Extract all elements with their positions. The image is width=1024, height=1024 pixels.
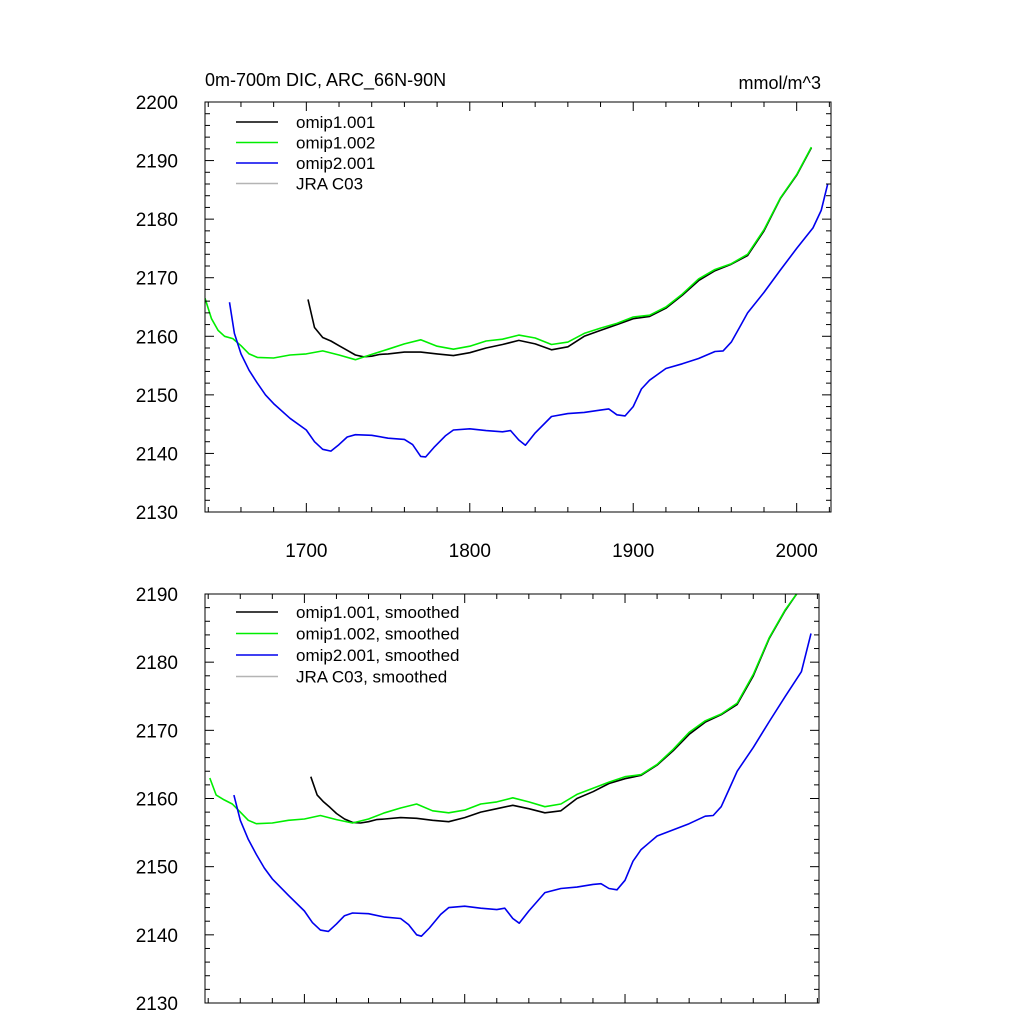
y-tick-label: 2150 <box>136 386 178 407</box>
y-tick-label: 2140 <box>136 926 178 947</box>
x-tick-label: 1900 <box>612 541 654 562</box>
legend-label: omip1.002 <box>296 134 375 153</box>
series-line-omip1-002 <box>205 146 813 361</box>
top-panel: 2130 2140 2150 2160 2170 2180 2190 2200 1700 1800… <box>136 70 832 562</box>
series-line-omip1-001 <box>307 147 813 358</box>
y-tick-label: 2160 <box>136 327 178 348</box>
series-line-omip2-001 <box>228 183 829 458</box>
x-tick-label: 1800 <box>449 541 491 562</box>
y-tick-label: 2180 <box>136 653 178 674</box>
bottom-panel: 2130 2140 2150 2160 2170 2180 2190 omip1.001, s… <box>136 585 820 1015</box>
legend-label: omip1.001, smoothed <box>296 603 460 622</box>
legend-label: omip2.001, smoothed <box>296 646 460 665</box>
series-group <box>209 594 812 937</box>
y-tick-label: 2200 <box>136 93 178 114</box>
y-tick-label: 2160 <box>136 790 178 811</box>
y-tick-label: 2190 <box>136 152 178 173</box>
series-line-omip2-001-smoothed <box>233 633 812 937</box>
y-tick-label: 2140 <box>136 444 178 465</box>
x-tick-label: 1700 <box>285 541 327 562</box>
x-tick-label: 2000 <box>776 541 818 562</box>
y-tick-label: 2190 <box>136 585 178 606</box>
y-tick-label: 2130 <box>136 994 178 1015</box>
legend-label: JRA C03, smoothed <box>296 668 447 687</box>
legend-label: omip1.001 <box>296 113 375 132</box>
series-group <box>205 146 829 458</box>
units-label: mmol/m^3 <box>739 73 821 93</box>
chart-title: 0m-700m DIC, ARC_66N-90N <box>205 70 446 91</box>
y-tick-label: 2170 <box>136 721 178 742</box>
legend: omip1.001, smoothed omip1.002, smoothed om… <box>236 603 460 687</box>
series-line-omip1-002-smoothed <box>209 594 798 825</box>
y-tick-label: 2130 <box>136 503 178 524</box>
legend-label: omip1.002, smoothed <box>296 625 460 644</box>
y-tick-label: 2180 <box>136 210 178 231</box>
legend-label: omip2.001 <box>296 154 375 173</box>
y-tick-label: 2170 <box>136 269 178 290</box>
legend-label: JRA C03 <box>296 175 363 194</box>
y-tick-label: 2150 <box>136 858 178 879</box>
plot-frame <box>204 101 832 513</box>
